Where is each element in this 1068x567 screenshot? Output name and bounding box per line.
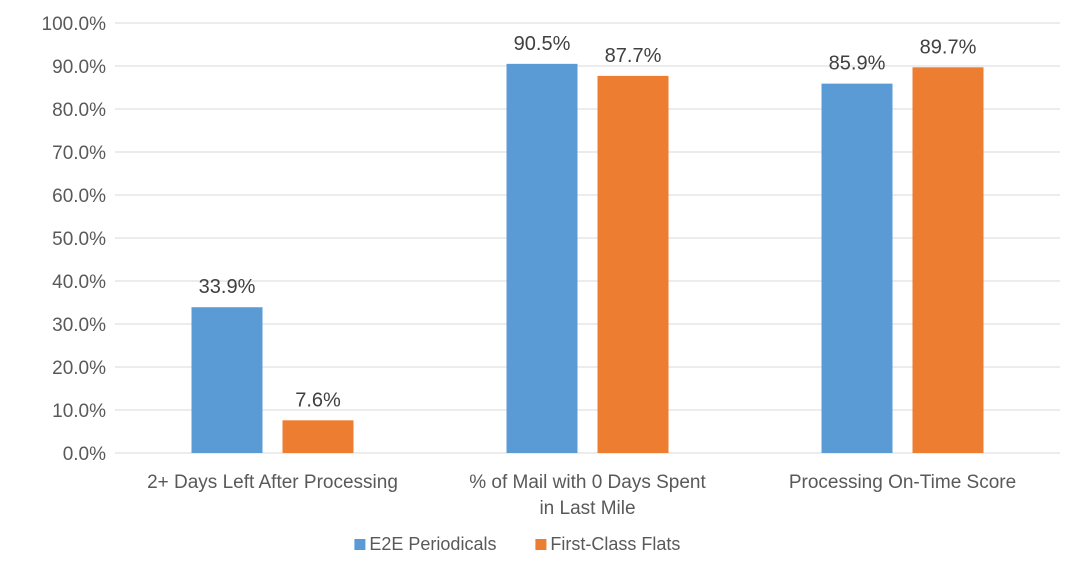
y-tick-label: 60.0% bbox=[52, 186, 106, 207]
x-category-label: 2+ Days Left After Processing bbox=[147, 472, 398, 493]
y-tick-label: 30.0% bbox=[52, 315, 106, 336]
legend-label: E2E Periodicals bbox=[369, 534, 496, 554]
data-label: 89.7% bbox=[920, 36, 977, 58]
x-axis-category-labels: 2+ Days Left After Processing % of Mail w… bbox=[147, 472, 1016, 519]
bar-e2e-periodicals bbox=[191, 307, 263, 453]
data-labels: 33.9% 7.6% 90.5% 87.7% 85.9% 89.7% bbox=[199, 33, 977, 411]
y-tick-label: 100.0% bbox=[42, 14, 107, 35]
bar-e2e-periodicals bbox=[506, 63, 578, 453]
data-label: 87.7% bbox=[605, 45, 662, 67]
data-label: 85.9% bbox=[829, 53, 886, 75]
legend-item-first-class-flats: First-Class Flats bbox=[535, 534, 680, 554]
bar-first-class-flats bbox=[912, 67, 984, 453]
y-tick-label: 40.0% bbox=[52, 272, 106, 293]
legend-swatch bbox=[354, 539, 366, 550]
bars bbox=[191, 63, 984, 453]
legend-label: First-Class Flats bbox=[550, 534, 680, 554]
bar-e2e-periodicals bbox=[821, 83, 893, 453]
data-label: 33.9% bbox=[199, 276, 256, 298]
y-tick-label: 80.0% bbox=[52, 100, 106, 121]
bar-first-class-flats bbox=[282, 420, 354, 453]
y-tick-label: 70.0% bbox=[52, 143, 106, 164]
data-label: 90.5% bbox=[514, 33, 571, 55]
y-tick-label: 10.0% bbox=[52, 401, 106, 422]
x-category-label: Processing On-Time Score bbox=[789, 472, 1016, 493]
legend-item-e2e-periodicals: E2E Periodicals bbox=[354, 534, 496, 554]
legend-swatch bbox=[535, 539, 547, 550]
gridlines bbox=[115, 22, 1060, 454]
bar-first-class-flats bbox=[597, 75, 669, 453]
x-category-label: in Last Mile bbox=[539, 498, 635, 519]
legend: E2E Periodicals First-Class Flats bbox=[354, 534, 680, 554]
x-category-label: % of Mail with 0 Days Spent bbox=[469, 472, 706, 493]
y-axis-tick-labels: 0.0% 10.0% 20.0% 30.0% 40.0% 50.0% 60.0% 70.0% 8… bbox=[42, 14, 107, 465]
y-tick-label: 90.0% bbox=[52, 57, 106, 78]
y-tick-label: 20.0% bbox=[52, 358, 106, 379]
data-label: 7.6% bbox=[295, 389, 341, 411]
y-tick-label: 0.0% bbox=[63, 444, 106, 465]
y-tick-label: 50.0% bbox=[52, 229, 106, 250]
